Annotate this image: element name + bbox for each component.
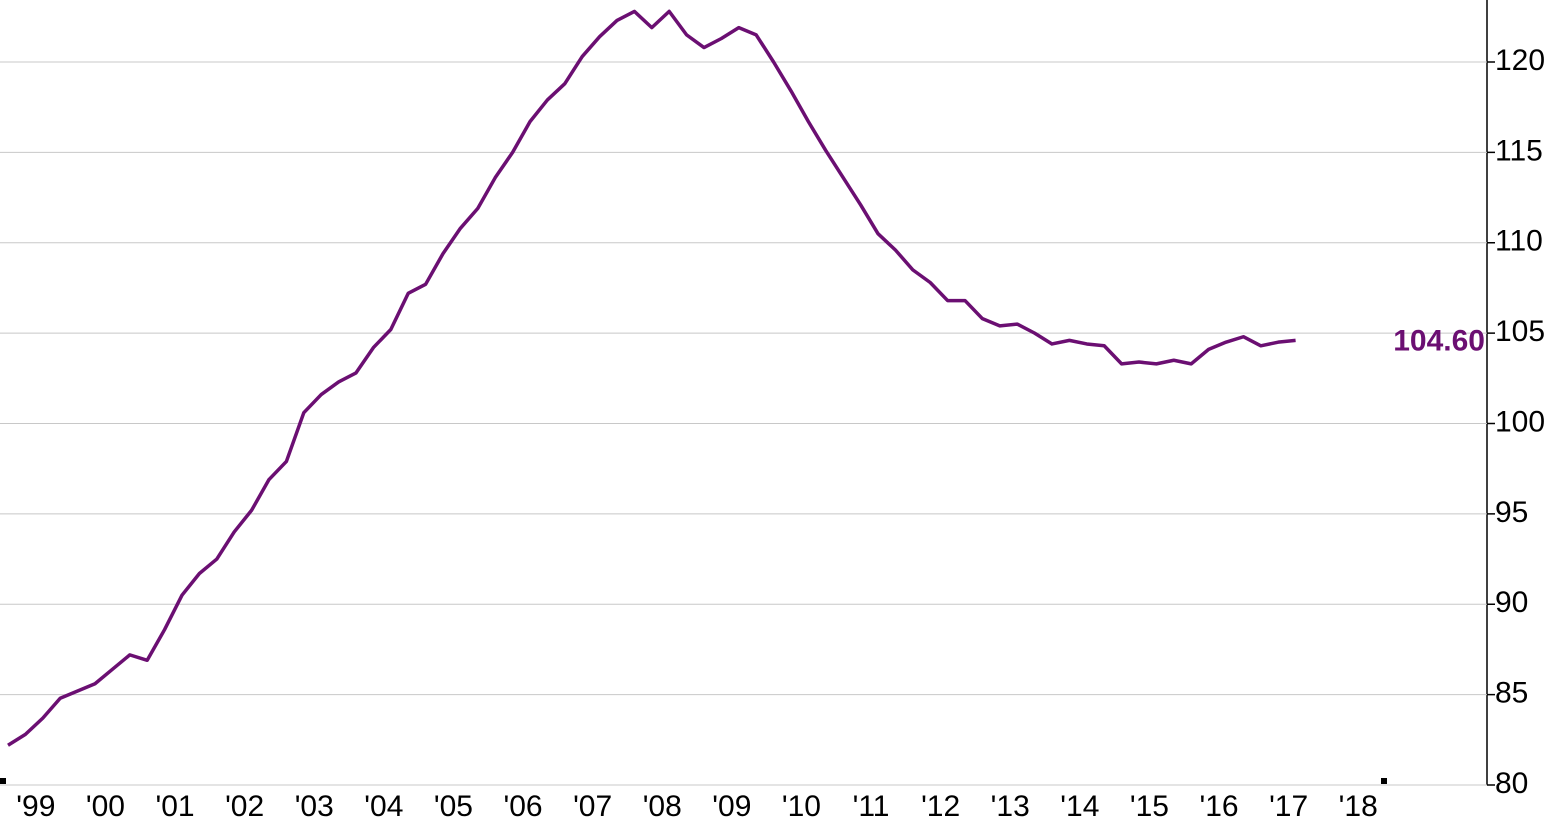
y-tick-label: 105 — [1495, 315, 1545, 348]
y-tick-label: 120 — [1495, 44, 1545, 77]
x-tick-label: '11 — [853, 790, 890, 823]
x-tick-label: '16 — [1199, 790, 1238, 823]
x-tick-label: '09 — [712, 790, 751, 823]
x-tick-label: '03 — [295, 790, 334, 823]
x-tick-label: '13 — [991, 790, 1030, 823]
x-tick-label: '14 — [1060, 790, 1099, 823]
x-tick-label: '06 — [503, 790, 542, 823]
value-label: 104.60 — [1393, 324, 1485, 357]
y-tick-label: 90 — [1495, 586, 1528, 619]
x-tick-label: '17 — [1269, 790, 1308, 823]
x-tick-label: '18 — [1339, 790, 1378, 823]
x-tick-label: '00 — [86, 790, 125, 823]
x-tick-label: '10 — [782, 790, 821, 823]
line — [7, 9, 1296, 747]
y-tick-label: 115 — [1495, 134, 1543, 167]
y-tick-label: 80 — [1495, 767, 1528, 800]
x-tick-label: '08 — [643, 790, 682, 823]
x-tick-label: '07 — [573, 790, 612, 823]
marker — [0, 778, 6, 784]
x-tick-label: '15 — [1130, 790, 1169, 823]
y-tick-label: 100 — [1495, 405, 1545, 438]
y-tick-label: 95 — [1495, 496, 1528, 529]
y-tick-label: 85 — [1495, 677, 1528, 710]
y-tick-label: 110 — [1495, 225, 1543, 258]
x-tick-label: '99 — [16, 790, 55, 823]
marker — [1381, 778, 1387, 784]
x-tick-label: '12 — [921, 790, 960, 823]
x-tick-label: '01 — [155, 790, 194, 823]
x-tick-label: '05 — [434, 790, 473, 823]
x-tick-label: '02 — [225, 790, 264, 823]
x-tick-label: '04 — [364, 790, 403, 823]
